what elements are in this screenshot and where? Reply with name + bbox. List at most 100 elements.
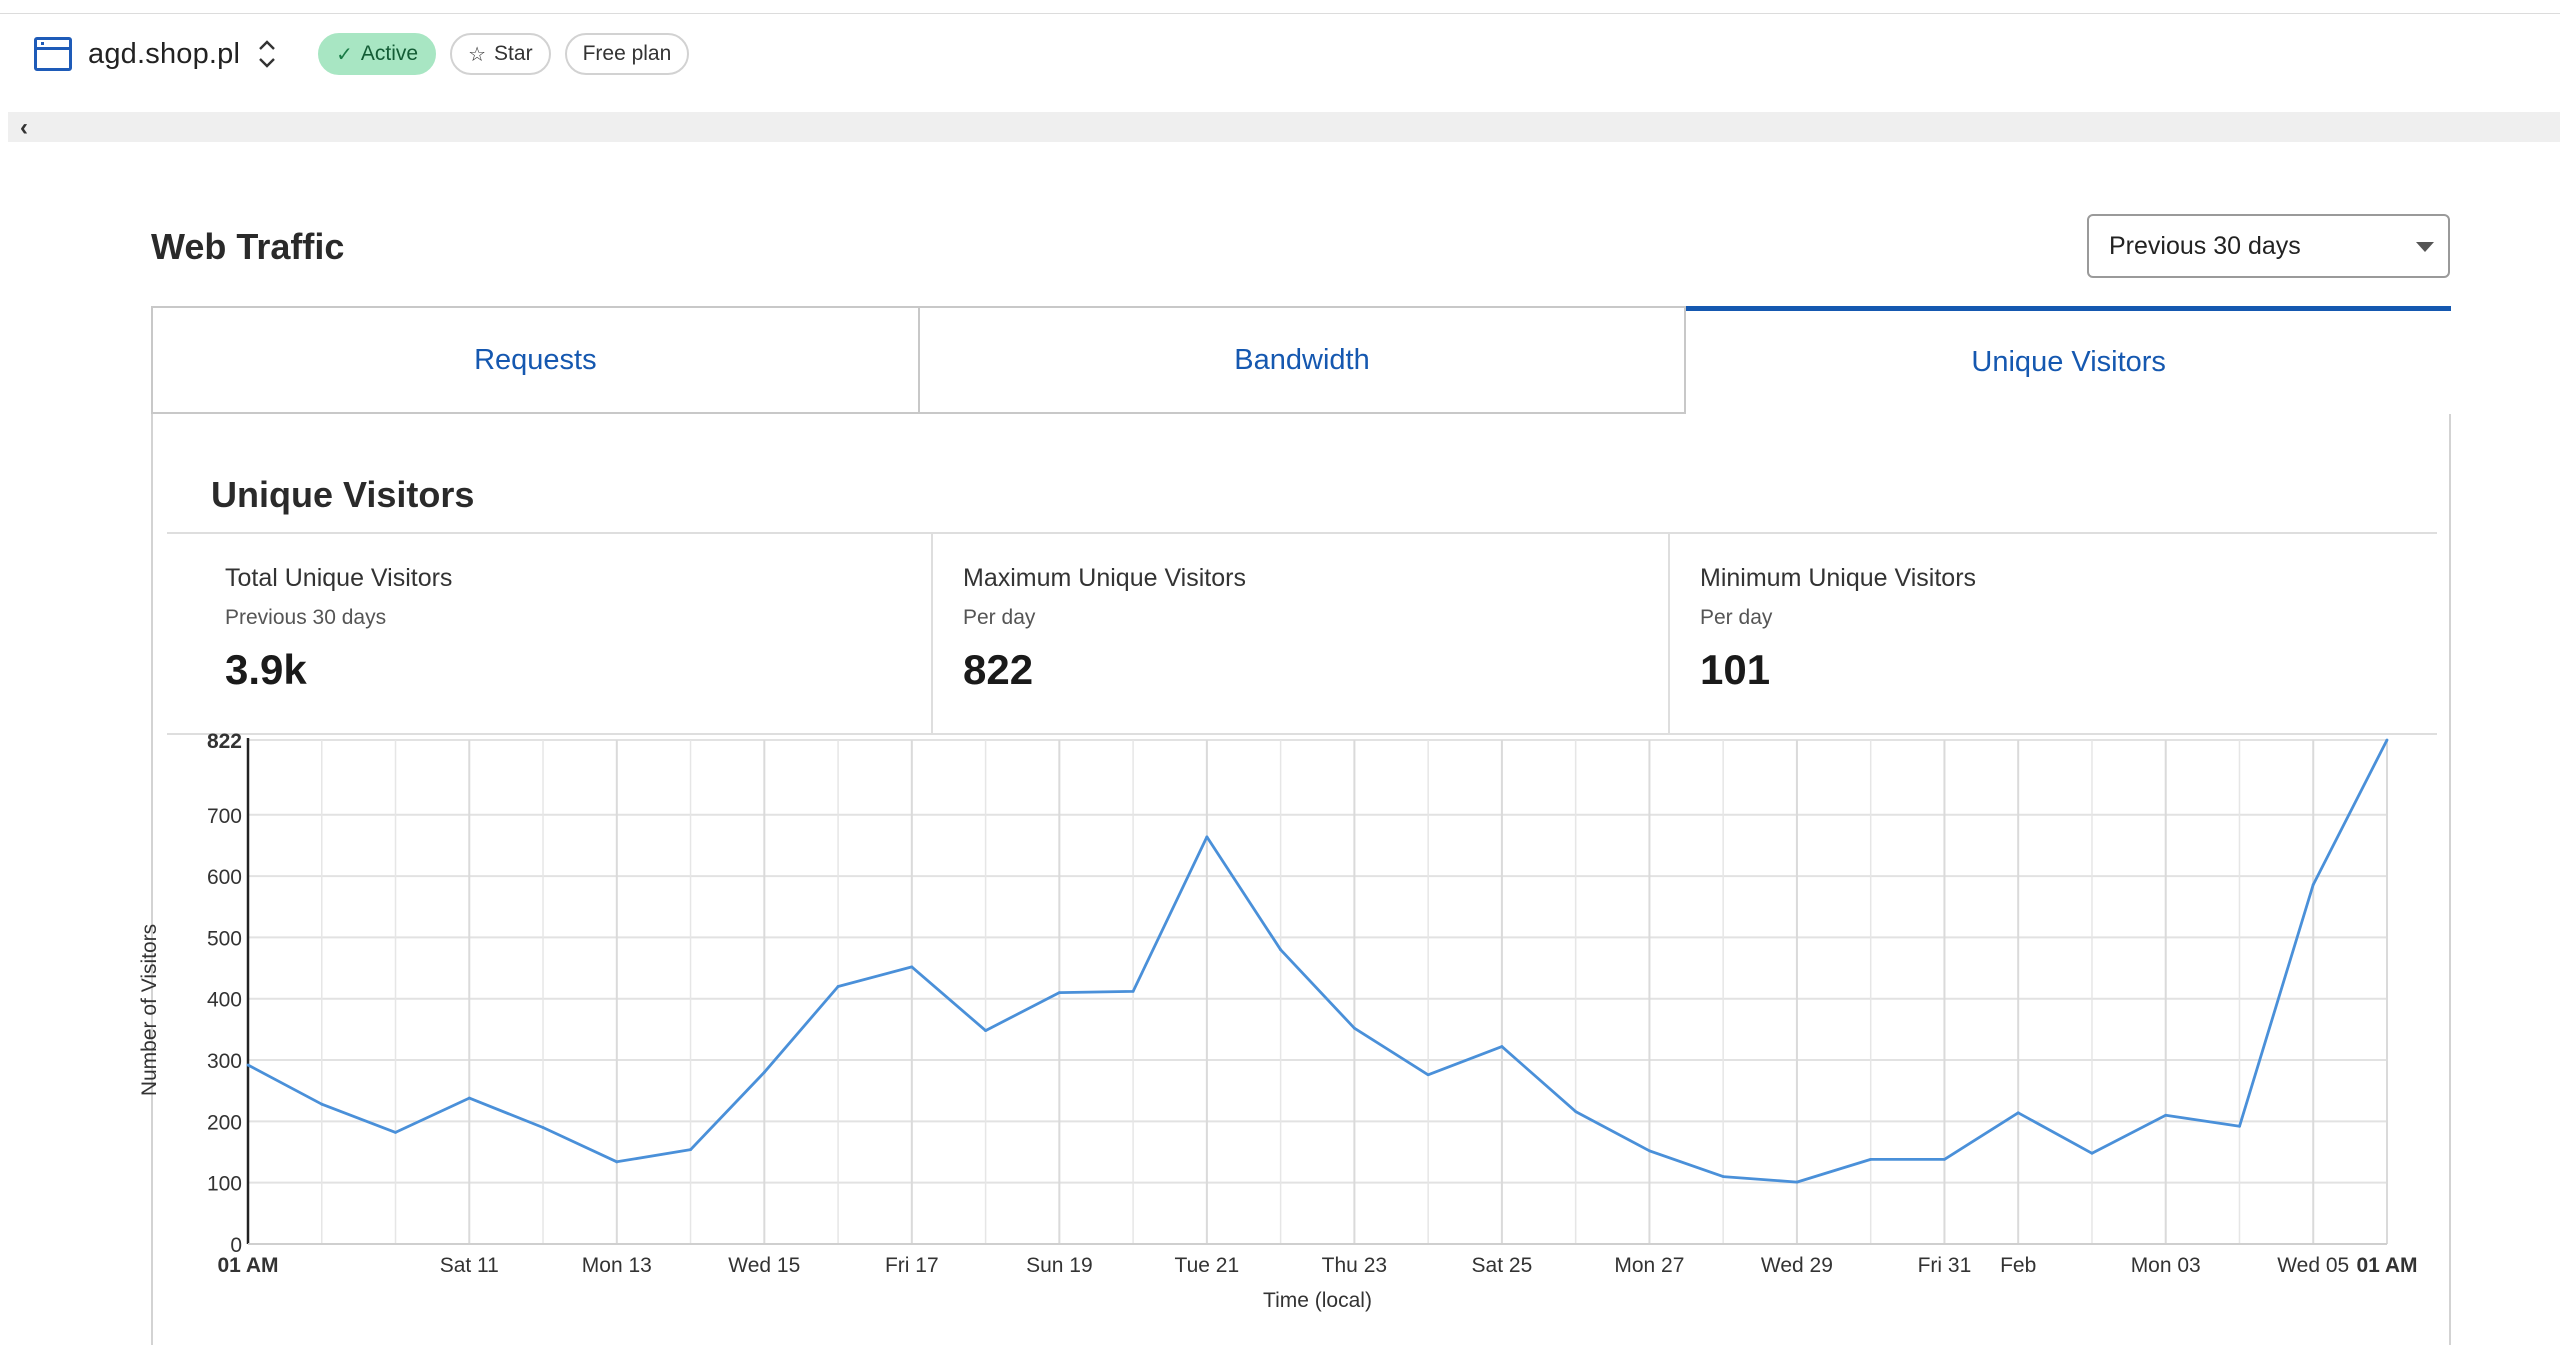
data-point xyxy=(2016,1111,2020,1115)
collapse-bar[interactable]: ‹ xyxy=(8,112,2560,142)
data-point xyxy=(689,1148,692,1151)
data-point xyxy=(320,1102,324,1106)
x-tick-label: Sun 19 xyxy=(1026,1254,1093,1277)
data-point xyxy=(246,1063,250,1067)
x-tick-label: Wed 05 xyxy=(2277,1254,2349,1277)
page-title: Web Traffic xyxy=(151,226,345,267)
stat-value: 3.9k xyxy=(225,646,307,693)
y-tick-label: 0 xyxy=(230,1234,242,1257)
chevron-left-icon[interactable]: ‹ xyxy=(20,114,28,141)
y-tick-label: 822 xyxy=(207,730,242,753)
y-tick-label: 300 xyxy=(207,1050,242,1073)
data-point xyxy=(2385,738,2389,742)
data-point xyxy=(1721,1175,1725,1178)
star-icon: ☆ xyxy=(468,43,487,66)
data-point xyxy=(467,1096,471,1100)
y-tick-label: 200 xyxy=(207,1111,242,1134)
stat-label: Minimum Unique Visitors xyxy=(1700,564,1977,592)
data-point xyxy=(394,1131,397,1134)
stat-sub: Per day xyxy=(1700,606,1773,629)
status-label: Active xyxy=(360,42,419,65)
y-tick-label: 400 xyxy=(207,989,242,1012)
data-point xyxy=(1352,1026,1356,1030)
divider xyxy=(1668,534,1670,734)
y-tick-label: 100 xyxy=(207,1173,242,1196)
x-axis-title: Time (local) xyxy=(1263,1289,1372,1312)
plan-label: Free plan xyxy=(582,42,672,65)
stat-value: 822 xyxy=(963,646,1034,693)
data-point xyxy=(615,1160,619,1164)
zone-name[interactable]: agd.shop.pl xyxy=(88,37,241,70)
y-tick-label: 600 xyxy=(207,866,242,889)
divider xyxy=(167,733,2437,735)
time-range-select[interactable]: Previous 30 days xyxy=(2087,214,2450,278)
data-point xyxy=(1500,1045,1504,1048)
data-point xyxy=(541,1126,545,1129)
data-point xyxy=(1795,1180,1799,1184)
x-tick-label: Thu 23 xyxy=(1322,1254,1387,1277)
x-tick-label: Fri 17 xyxy=(885,1254,939,1277)
x-tick-label: 01 AM xyxy=(2356,1254,2417,1277)
stat-label: Total Unique Visitors xyxy=(225,564,453,592)
data-point xyxy=(2164,1113,2168,1117)
stat-value: 101 xyxy=(1700,646,1771,693)
data-point xyxy=(1279,948,1283,952)
data-point xyxy=(1574,1110,1578,1113)
y-tick-label: 700 xyxy=(207,805,242,828)
divider xyxy=(167,532,2437,534)
x-tick-label: Sat 11 xyxy=(440,1254,499,1277)
data-point xyxy=(2311,883,2315,887)
data-point xyxy=(910,965,914,969)
y-axis-title: Number of Visitors xyxy=(138,924,161,1096)
traffic-tabs: Requests Bandwidth Unique Visitors xyxy=(151,306,2452,414)
status-badge: ✓ Active xyxy=(318,33,437,75)
data-point xyxy=(1057,991,1061,995)
traffic-panel xyxy=(151,306,2451,1345)
tab-bandwidth[interactable]: Bandwidth xyxy=(919,306,1687,414)
star-button[interactable]: ☆ Star xyxy=(450,33,551,75)
data-point xyxy=(1131,989,1135,993)
divider xyxy=(931,534,933,734)
x-tick-label: 01 AM xyxy=(217,1254,278,1277)
tab-requests[interactable]: Requests xyxy=(151,306,920,414)
data-point xyxy=(984,1029,987,1033)
series-line xyxy=(247,739,2389,1184)
check-icon: ✓ xyxy=(336,43,353,66)
caret-down-icon xyxy=(2416,242,2434,252)
data-point xyxy=(2090,1151,2094,1155)
plan-badge[interactable]: Free plan xyxy=(564,33,690,75)
tab-unique-visitors[interactable]: Unique Visitors xyxy=(1686,306,2452,414)
data-point xyxy=(1943,1157,1946,1161)
data-point xyxy=(836,985,840,988)
time-range-value: Previous 30 days xyxy=(2109,231,2301,260)
stat-total: Total Unique Visitors Previous 30 days 3… xyxy=(225,534,925,734)
unique-visitors-chart: 0 100 200 300 400 500 600 700 822 01 AM Sat 11 Mon … xyxy=(138,730,2418,1312)
x-tick-label: Wed 29 xyxy=(1761,1254,1833,1277)
stat-maximum: Maximum Unique Visitors Per day 822 xyxy=(963,534,1663,734)
data-point xyxy=(1648,1149,1651,1153)
x-tick-label: Wed 15 xyxy=(728,1254,800,1277)
stat-sub: Previous 30 days xyxy=(225,606,387,629)
x-tick-label: Mon 13 xyxy=(582,1254,652,1277)
section-heading: Unique Visitors xyxy=(211,474,475,515)
data-point xyxy=(1205,835,1209,839)
x-tick-label: Tue 21 xyxy=(1175,1254,1240,1277)
x-tick-label: Sat 25 xyxy=(1472,1254,1533,1277)
data-point xyxy=(1426,1073,1430,1077)
data-point xyxy=(762,1070,766,1074)
stat-sub: Per day xyxy=(963,606,1036,629)
stat-minimum: Minimum Unique Visitors Per day 101 xyxy=(1700,534,2400,734)
zone-header: agd.shop.pl ✓ Active ☆ Star Free plan xyxy=(34,30,703,78)
x-tick-label: Fri 31 xyxy=(1918,1254,1972,1277)
chevron-up-down-icon[interactable] xyxy=(254,37,280,71)
x-tick-label: Mon 03 xyxy=(2131,1254,2201,1277)
top-border xyxy=(0,0,2560,14)
stat-label: Maximum Unique Visitors xyxy=(963,564,1246,592)
x-tick-label: Feb xyxy=(2000,1254,2036,1277)
star-label: Star xyxy=(494,42,533,65)
x-tick-label: Mon 27 xyxy=(1614,1254,1684,1277)
data-point xyxy=(2238,1124,2241,1128)
browser-window-icon xyxy=(34,37,72,71)
y-tick-label: 500 xyxy=(207,927,242,950)
data-point xyxy=(1869,1157,1873,1161)
